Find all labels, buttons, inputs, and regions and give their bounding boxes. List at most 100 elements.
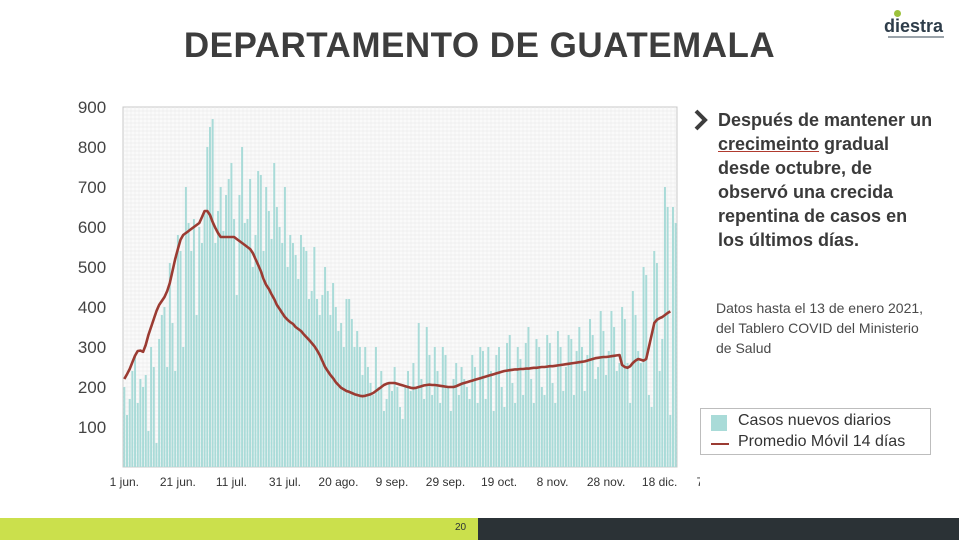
bar	[166, 367, 169, 467]
bar	[134, 355, 137, 467]
bar-swatch-icon	[711, 415, 727, 431]
bar	[492, 411, 495, 467]
bar	[564, 367, 567, 467]
bar	[217, 211, 219, 467]
bar	[139, 379, 142, 467]
bar	[374, 347, 377, 467]
bar	[618, 363, 621, 467]
bar	[457, 395, 460, 467]
bar	[621, 307, 624, 467]
bar	[506, 343, 509, 467]
bar	[356, 331, 359, 467]
bar	[377, 387, 380, 467]
bar	[570, 339, 573, 467]
bar	[396, 387, 399, 467]
bar	[249, 179, 252, 467]
bar	[168, 263, 171, 467]
bar	[286, 267, 289, 467]
bar	[214, 243, 217, 467]
bar	[551, 383, 554, 467]
page-title: DEPARTAMENTO DE GUATEMALA	[183, 26, 776, 65]
bar	[650, 407, 653, 467]
footer-dark-band	[478, 518, 959, 540]
bar	[123, 387, 126, 467]
bar	[195, 315, 198, 467]
bar	[208, 127, 211, 467]
bar	[257, 171, 260, 467]
bar	[674, 223, 677, 467]
bar	[206, 147, 209, 467]
bar	[519, 359, 522, 467]
bar	[615, 371, 618, 467]
bar	[589, 319, 592, 467]
bar	[281, 243, 284, 467]
bar	[289, 235, 292, 467]
bar	[126, 415, 129, 467]
bar	[436, 371, 439, 467]
chart-legend: Casos nuevos diarios Promedio Móvil 14 d…	[700, 408, 931, 455]
bar	[508, 335, 511, 467]
bar	[316, 299, 319, 467]
bar	[599, 311, 602, 467]
x-tick-label: 8 nov.	[537, 475, 569, 489]
bar	[142, 387, 145, 467]
bar	[498, 347, 501, 467]
bar	[329, 315, 332, 467]
bar	[460, 367, 463, 467]
bar	[152, 367, 155, 467]
bar	[385, 399, 388, 467]
bar	[233, 219, 236, 467]
bar	[444, 355, 447, 467]
bar	[182, 347, 185, 467]
bar	[203, 211, 206, 467]
bar	[500, 387, 503, 467]
bar	[176, 235, 179, 467]
bar	[128, 399, 131, 467]
bar	[583, 391, 586, 467]
bar	[358, 347, 361, 467]
logo-underline	[888, 36, 944, 38]
bar	[409, 391, 412, 467]
bar	[637, 351, 640, 467]
bar	[332, 283, 335, 467]
bar	[594, 379, 597, 467]
bar	[160, 315, 163, 467]
bar	[230, 163, 233, 467]
x-tick-label: 18 dic.	[642, 475, 677, 489]
bar	[190, 251, 193, 467]
x-tick-label: 9 sep.	[376, 475, 409, 489]
bar	[463, 379, 466, 467]
bar	[361, 375, 364, 467]
bar	[225, 195, 228, 467]
bar	[431, 395, 434, 467]
y-tick-label: 200	[78, 378, 106, 397]
bar	[150, 347, 153, 467]
bar	[273, 163, 276, 467]
bar	[605, 375, 608, 467]
bar	[423, 399, 426, 467]
x-tick-label: 7 ene.	[696, 475, 700, 489]
bar	[131, 371, 134, 467]
bar	[390, 391, 393, 467]
bar	[219, 187, 222, 467]
bar	[211, 119, 214, 467]
bar	[425, 327, 428, 467]
logo-wordmark: diestra	[884, 16, 944, 36]
bar	[187, 223, 190, 467]
x-tick-label: 1 jun.	[110, 475, 139, 489]
bar	[586, 355, 589, 467]
bar	[476, 403, 479, 467]
x-tick-label: 28 nov.	[587, 475, 625, 489]
bar	[415, 387, 418, 467]
bar	[243, 223, 246, 467]
series-line	[123, 209, 671, 398]
bar	[661, 339, 664, 467]
bar	[348, 299, 351, 467]
bar	[428, 355, 431, 467]
bar	[200, 243, 203, 467]
bar	[238, 195, 241, 467]
bar	[174, 371, 177, 467]
covid-cases-chart: 100 200 300 400 500 600 700 800 900 1 jun. 21 jun.…	[78, 98, 700, 489]
bar	[382, 411, 385, 467]
bar	[393, 367, 396, 467]
